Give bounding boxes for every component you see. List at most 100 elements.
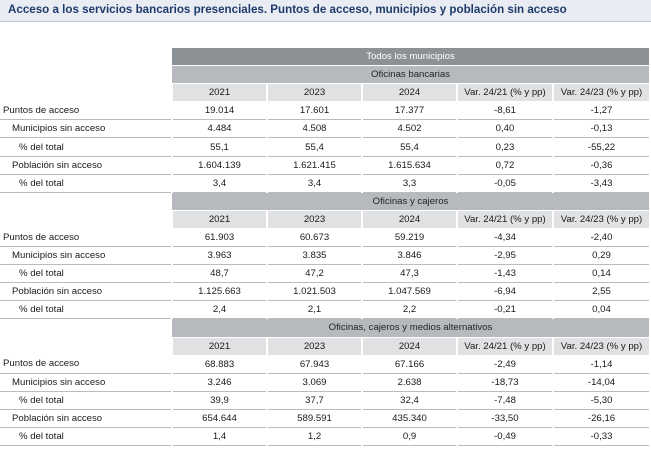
- table-cell: 4.502: [361, 119, 457, 139]
- table-cell: 61.903: [171, 228, 267, 248]
- table-cell: 589.591: [266, 409, 362, 428]
- row-label: % del total: [0, 264, 172, 284]
- column-header: Var. 24/23 (% y pp): [551, 337, 650, 356]
- table-cell: 0,23: [456, 137, 553, 157]
- table-cell: 3.846: [361, 246, 457, 266]
- row-label: Población sin acceso: [0, 156, 172, 175]
- row-label: % del total: [0, 174, 172, 193]
- table-cell: 39,9: [171, 391, 267, 410]
- table-cell: -33,50: [456, 409, 553, 428]
- table-row: % del total 1,4 1,2 0,9 -0,49 -0,33: [0, 427, 650, 447]
- table-cell: 4.484: [171, 119, 267, 139]
- table-row: Municipios sin acceso 3.963 3.835 3.846 -2,9…: [0, 246, 650, 266]
- table-cell: 67.943: [266, 355, 362, 374]
- section-header-row: Oficinas y cajeros: [0, 192, 650, 211]
- table-cell: -0,33: [551, 427, 650, 447]
- row-label: Municipios sin acceso: [0, 246, 172, 266]
- table-cell: 60.673: [266, 228, 362, 248]
- table-cell: 1.021.503: [266, 282, 362, 302]
- table-cell: 1.615.634: [361, 156, 457, 175]
- table-cell: 0,29: [551, 246, 650, 266]
- table-row: Población sin acceso 654.644 589.591 435.34…: [0, 409, 650, 428]
- table-cell: 3,4: [171, 174, 267, 193]
- table-cell: 68.883: [171, 355, 267, 374]
- blank-cell: [0, 210, 172, 228]
- table-cell: 3,3: [361, 174, 457, 193]
- table-cell: -2,95: [456, 246, 553, 266]
- table-row: Población sin acceso 1.604.139 1.621.415 1.…: [0, 156, 650, 175]
- main-header: Todos los municipios: [172, 48, 650, 67]
- table-cell: 1,4: [171, 427, 267, 447]
- column-header: Var. 24/21 (% y pp): [456, 83, 553, 103]
- table-cell: -55,22: [551, 137, 650, 157]
- table-cell: 2,4: [171, 300, 267, 320]
- table-cell: -0,36: [551, 156, 650, 175]
- table-row: % del total 39,9 37,7 32,4 -7,48 -5,30: [0, 391, 650, 410]
- blank-cell: [0, 192, 172, 210]
- table-cell: 0,9: [361, 427, 457, 447]
- access-table: Todos los municipios Oficinas bancarias 2…: [0, 48, 650, 447]
- table-cell: -1,14: [551, 355, 650, 374]
- row-label: % del total: [0, 137, 172, 157]
- table-cell: -5,30: [551, 391, 650, 410]
- column-header: 2023: [266, 83, 362, 103]
- column-header: Var. 24/21 (% y pp): [456, 337, 553, 356]
- table-cell: -4,34: [456, 228, 553, 248]
- table-row: Puntos de acceso 61.903 60.673 59.219 -4,34-…: [0, 228, 650, 248]
- row-label: Puntos de acceso: [0, 101, 172, 121]
- table-cell: -0,05: [456, 174, 553, 193]
- table-cell: -7,48: [456, 391, 553, 410]
- table-cell: 2,1: [266, 300, 362, 320]
- row-label: Población sin acceso: [0, 409, 172, 428]
- page-title: Acceso a los servicios bancarios presenc…: [8, 3, 567, 16]
- table-cell: -1,27: [551, 101, 650, 121]
- table-cell: 32,4: [361, 391, 457, 410]
- column-header-row: 2021 2023 2024 Var. 24/21 (% y pp) Var. 24/2…: [0, 337, 650, 356]
- column-header: 2023: [266, 337, 362, 356]
- blank-cell: [0, 319, 172, 337]
- table-cell: 0,04: [551, 300, 650, 320]
- table-row: Municipios sin acceso 4.484 4.508 4.502 0,40…: [0, 119, 650, 139]
- section-title: Oficinas, cajeros y medios alternativos: [172, 318, 650, 338]
- table-cell: -26,16: [551, 409, 650, 428]
- column-header: 2024: [361, 337, 457, 356]
- table-cell: 0,72: [456, 156, 553, 175]
- table-cell: -18,73: [456, 373, 553, 392]
- table-cell: 2.638: [361, 373, 457, 392]
- table-cell: 1.621.415: [266, 156, 362, 175]
- row-label: Municipios sin acceso: [0, 373, 172, 392]
- table-cell: 3.069: [266, 373, 362, 392]
- table-cell: -0,49: [456, 427, 553, 447]
- table-cell: -0,13: [551, 119, 650, 139]
- table-cell: 17.377: [361, 101, 457, 121]
- table-row: % del total 48,7 47,2 47,3 -1,43 0,14: [0, 264, 650, 284]
- row-label: % del total: [0, 427, 172, 447]
- table-row: Municipios sin acceso 3.246 3.069 2.638 -18,…: [0, 373, 650, 392]
- table-row: % del total 2,4 2,1 2,2 -0,21 0,04: [0, 300, 650, 320]
- table-cell: -0,21: [456, 300, 553, 320]
- section-title: Oficinas bancarias: [172, 65, 650, 85]
- column-header: 2021: [171, 83, 267, 103]
- table-cell: 48,7: [171, 264, 267, 284]
- column-header: 2021: [171, 337, 267, 356]
- table-row: Puntos de acceso 19.014 17.601 17.377 -8,61-…: [0, 101, 650, 121]
- table-cell: 19.014: [171, 101, 267, 121]
- table-cell: 1,2: [266, 427, 362, 447]
- table-cell: -2,49: [456, 355, 553, 374]
- column-header: Var. 24/21 (% y pp): [456, 210, 553, 229]
- blank-cell: [0, 48, 172, 66]
- column-header: Var. 24/23 (% y pp): [551, 210, 650, 229]
- table-cell: 1.125.663: [171, 282, 267, 302]
- table-row: Puntos de acceso 68.883 67.943 67.166 -2,49-…: [0, 355, 650, 374]
- table-cell: 55,1: [171, 137, 267, 157]
- column-header: Var. 24/23 (% y pp): [551, 83, 650, 103]
- column-header: 2021: [171, 210, 267, 229]
- column-header: 2024: [361, 83, 457, 103]
- table-row: Población sin acceso 1.125.663 1.021.503 1.…: [0, 282, 650, 302]
- table-cell: 67.166: [361, 355, 457, 374]
- table-cell: 47,2: [266, 264, 362, 284]
- table-cell: 0,40: [456, 119, 553, 139]
- table-cell: 59.219: [361, 228, 457, 248]
- section-header-row: Oficinas, cajeros y medios alternativos: [0, 318, 650, 338]
- table-cell: 0,14: [551, 264, 650, 284]
